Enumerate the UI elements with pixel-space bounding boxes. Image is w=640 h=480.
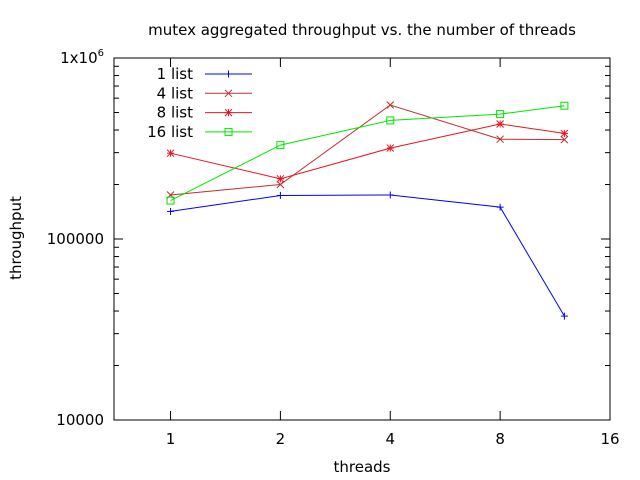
data-point-1-list	[560, 312, 568, 320]
axis-ticks: 1 2 4 8 16 10000 100000 1x106	[47, 48, 620, 448]
data-point-16-list	[560, 101, 569, 110]
y-tick-label: 10000	[56, 411, 104, 429]
legend-label-1-list: 1 list	[157, 65, 193, 83]
data-point-1-list	[276, 191, 284, 199]
data-point-1-list	[496, 203, 504, 211]
data-point-8-list	[496, 120, 504, 128]
series-line-16-list	[170, 105, 565, 202]
series-layer	[166, 101, 569, 320]
data-point-1-list	[167, 207, 175, 215]
legend-marker-16-list	[224, 127, 233, 136]
y-tick-label: 100000	[47, 230, 104, 248]
data-point-4-list	[386, 101, 395, 109]
legend-label-8-list: 8 list	[157, 104, 193, 122]
data-point-8-list	[386, 144, 395, 152]
x-tick-label: 2	[276, 430, 286, 448]
data-point-1-list	[386, 191, 394, 199]
data-point-8-list	[166, 149, 175, 158]
y-axis-label: throughput	[7, 196, 25, 280]
series-line-1-list	[170, 194, 565, 317]
legend-marker-8-list	[224, 108, 233, 117]
data-point-4-list	[276, 180, 285, 189]
x-tick-label: 8	[495, 430, 505, 448]
legend-marker-4-list	[224, 89, 233, 98]
legend-marker-1-list	[225, 70, 232, 78]
y-tick-label: 1x106	[60, 48, 104, 67]
data-point-8-list	[560, 129, 569, 138]
data-point-4-list	[496, 135, 504, 144]
chart-title: mutex aggregated throughput vs. the numb…	[148, 21, 576, 39]
x-tick-label: 1	[166, 430, 176, 448]
x-tick-label: 4	[385, 430, 395, 448]
data-point-16-list	[276, 141, 285, 150]
data-point-16-list	[496, 110, 505, 119]
data-point-16-list	[386, 116, 395, 125]
x-axis-label: threads	[334, 458, 391, 476]
series-line-4-list	[170, 104, 565, 196]
data-point-4-list	[560, 135, 569, 144]
data-point-16-list	[166, 196, 175, 205]
legend-label-16-list: 16 list	[147, 123, 193, 141]
x-tick-label: 16	[600, 430, 619, 448]
data-point-8-list	[276, 174, 285, 183]
legend-label-4-list: 4 list	[157, 84, 193, 102]
